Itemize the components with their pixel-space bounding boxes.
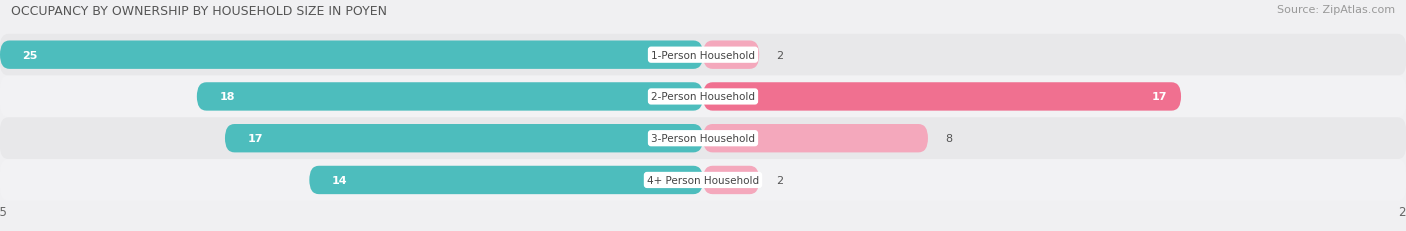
Text: 4+ Person Household: 4+ Person Household	[647, 175, 759, 185]
FancyBboxPatch shape	[0, 41, 703, 70]
FancyBboxPatch shape	[0, 76, 1406, 118]
Text: 1-Person Household: 1-Person Household	[651, 50, 755, 61]
FancyBboxPatch shape	[0, 35, 1406, 76]
FancyBboxPatch shape	[703, 83, 1181, 111]
FancyBboxPatch shape	[225, 125, 703, 153]
Text: 8: 8	[945, 134, 952, 144]
FancyBboxPatch shape	[703, 41, 759, 70]
FancyBboxPatch shape	[0, 118, 1406, 159]
FancyBboxPatch shape	[0, 159, 1406, 201]
FancyBboxPatch shape	[197, 83, 703, 111]
Text: 17: 17	[1152, 92, 1167, 102]
Text: 3-Person Household: 3-Person Household	[651, 134, 755, 144]
Text: 2-Person Household: 2-Person Household	[651, 92, 755, 102]
Text: 2: 2	[776, 50, 783, 61]
FancyBboxPatch shape	[703, 125, 928, 153]
FancyBboxPatch shape	[309, 166, 703, 194]
Text: 2: 2	[776, 175, 783, 185]
Text: 17: 17	[247, 134, 263, 144]
Text: 18: 18	[219, 92, 235, 102]
FancyBboxPatch shape	[703, 166, 759, 194]
Text: 25: 25	[22, 50, 38, 61]
Text: 14: 14	[332, 175, 347, 185]
Text: OCCUPANCY BY OWNERSHIP BY HOUSEHOLD SIZE IN POYEN: OCCUPANCY BY OWNERSHIP BY HOUSEHOLD SIZE…	[11, 5, 387, 18]
Text: Source: ZipAtlas.com: Source: ZipAtlas.com	[1277, 5, 1395, 15]
